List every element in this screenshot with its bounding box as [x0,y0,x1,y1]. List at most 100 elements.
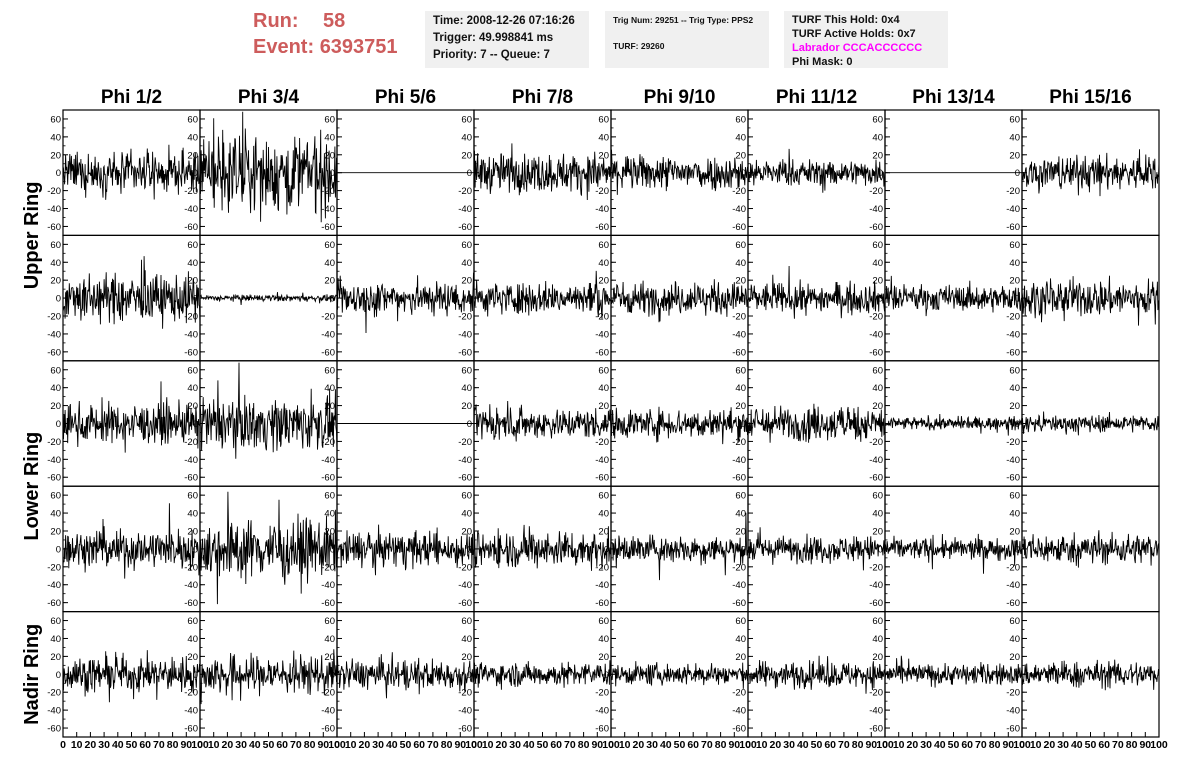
y-tick-label: 40 [187,383,198,394]
y-tick-label: 40 [324,258,335,269]
y-tick-label: 40 [598,132,609,143]
y-tick-label: 0 [56,419,61,430]
x-tick-label: 30 [783,739,795,751]
y-tick-label: 0 [604,419,609,430]
x-tick-label: 10 [756,739,768,751]
y-tick-label: 40 [872,634,883,645]
y-tick-label: -60 [184,347,198,358]
y-tick-label: -40 [869,204,883,215]
x-tick-label: 90 [865,739,877,751]
y-tick-label: 20 [461,401,472,412]
y-tick-label: -40 [321,204,335,215]
x-tick-label: 30 [372,739,384,751]
y-tick-label: 40 [872,383,883,394]
y-tick-label: -40 [321,580,335,591]
y-tick-label: 0 [193,294,198,305]
y-tick-label: 20 [735,276,746,287]
x-tick-label: 0 [197,739,203,751]
y-tick-label: 60 [187,491,198,502]
y-tick-label: -20 [732,688,746,699]
y-tick-label: 60 [324,114,335,125]
x-tick-label: 10 [619,739,631,751]
column-label: Phi 13/14 [912,87,995,108]
y-tick-label: -60 [47,222,61,233]
y-tick-label: 20 [598,526,609,537]
waveform-trace [473,270,612,319]
y-tick-label: 20 [1009,150,1020,161]
y-tick-label: -40 [458,580,472,591]
column-label: Phi 1/2 [101,87,162,108]
y-tick-label: -20 [732,562,746,573]
run-value: 58 [323,10,346,32]
x-tick-label: 80 [852,739,864,751]
y-tick-label: -40 [595,329,609,340]
x-tick-label: 70 [838,739,850,751]
x-tick-label: 70 [564,739,576,751]
y-tick-label: 20 [50,401,61,412]
y-tick-label: 40 [1009,132,1020,143]
x-tick-label: 70 [427,739,439,751]
y-tick-label: -60 [732,222,746,233]
y-tick-label: 20 [324,401,335,412]
y-tick-label: 0 [741,544,746,555]
y-tick-label: -60 [184,724,198,735]
x-tick-label: 20 [907,739,919,751]
y-tick-label: -40 [1006,580,1020,591]
y-tick-label: -40 [732,706,746,717]
y-tick-label: -40 [47,329,61,340]
waveform-trace [199,362,338,459]
y-tick-label: -20 [1006,312,1020,323]
labrador-text: Labrador CCCACCCCCC [792,42,923,54]
y-tick-label: -20 [595,562,609,573]
y-tick-label: 60 [187,240,198,251]
y-tick-label: -20 [321,437,335,448]
y-tick-label: 0 [193,544,198,555]
y-tick-label: -20 [458,562,472,573]
y-tick-label: -60 [869,222,883,233]
x-tick-label: 80 [578,739,590,751]
y-tick-label: -40 [869,455,883,466]
y-tick-label: 20 [598,276,609,287]
y-tick-label: 0 [741,168,746,179]
event-value: 6393751 [319,36,398,58]
x-tick-label: 10 [893,739,905,751]
y-tick-label: 40 [735,132,746,143]
x-tick-label: 50 [126,739,138,751]
y-tick-label: 60 [598,616,609,627]
x-tick-label: 20 [359,739,371,751]
y-tick-label: 60 [735,365,746,376]
y-tick-label: -60 [458,347,472,358]
y-tick-label: -40 [595,204,609,215]
y-tick-label: -60 [1006,222,1020,233]
y-tick-label: 40 [735,383,746,394]
y-tick-label: 40 [50,258,61,269]
y-tick-label: 20 [461,652,472,663]
x-tick-label: 80 [304,739,316,751]
x-tick-label: 80 [441,739,453,751]
y-tick-label: -60 [321,222,335,233]
waveform-trace [747,265,886,319]
y-tick-label: -60 [321,724,335,735]
y-tick-label: -20 [595,437,609,448]
x-tick-label: 20 [633,739,645,751]
x-tick-label: 100 [602,739,620,751]
x-tick-label: 70 [975,739,987,751]
y-tick-label: 60 [1009,491,1020,502]
y-tick-label: 60 [735,114,746,125]
waveform-trace [199,491,338,605]
y-tick-label: -20 [184,437,198,448]
y-tick-label: 0 [467,168,472,179]
y-tick-label: 20 [598,150,609,161]
x-tick-label: 30 [646,739,658,751]
y-tick-label: 0 [467,294,472,305]
x-tick-label: 100 [1013,739,1031,751]
x-tick-label: 20 [222,739,234,751]
y-tick-label: 40 [50,132,61,143]
waveform-trace [62,650,201,703]
y-tick-label: 60 [735,616,746,627]
y-tick-label: 40 [187,258,198,269]
y-tick-label: 60 [735,240,746,251]
y-tick-label: 40 [872,132,883,143]
y-tick-label: 60 [324,240,335,251]
y-tick-label: 0 [193,670,198,681]
